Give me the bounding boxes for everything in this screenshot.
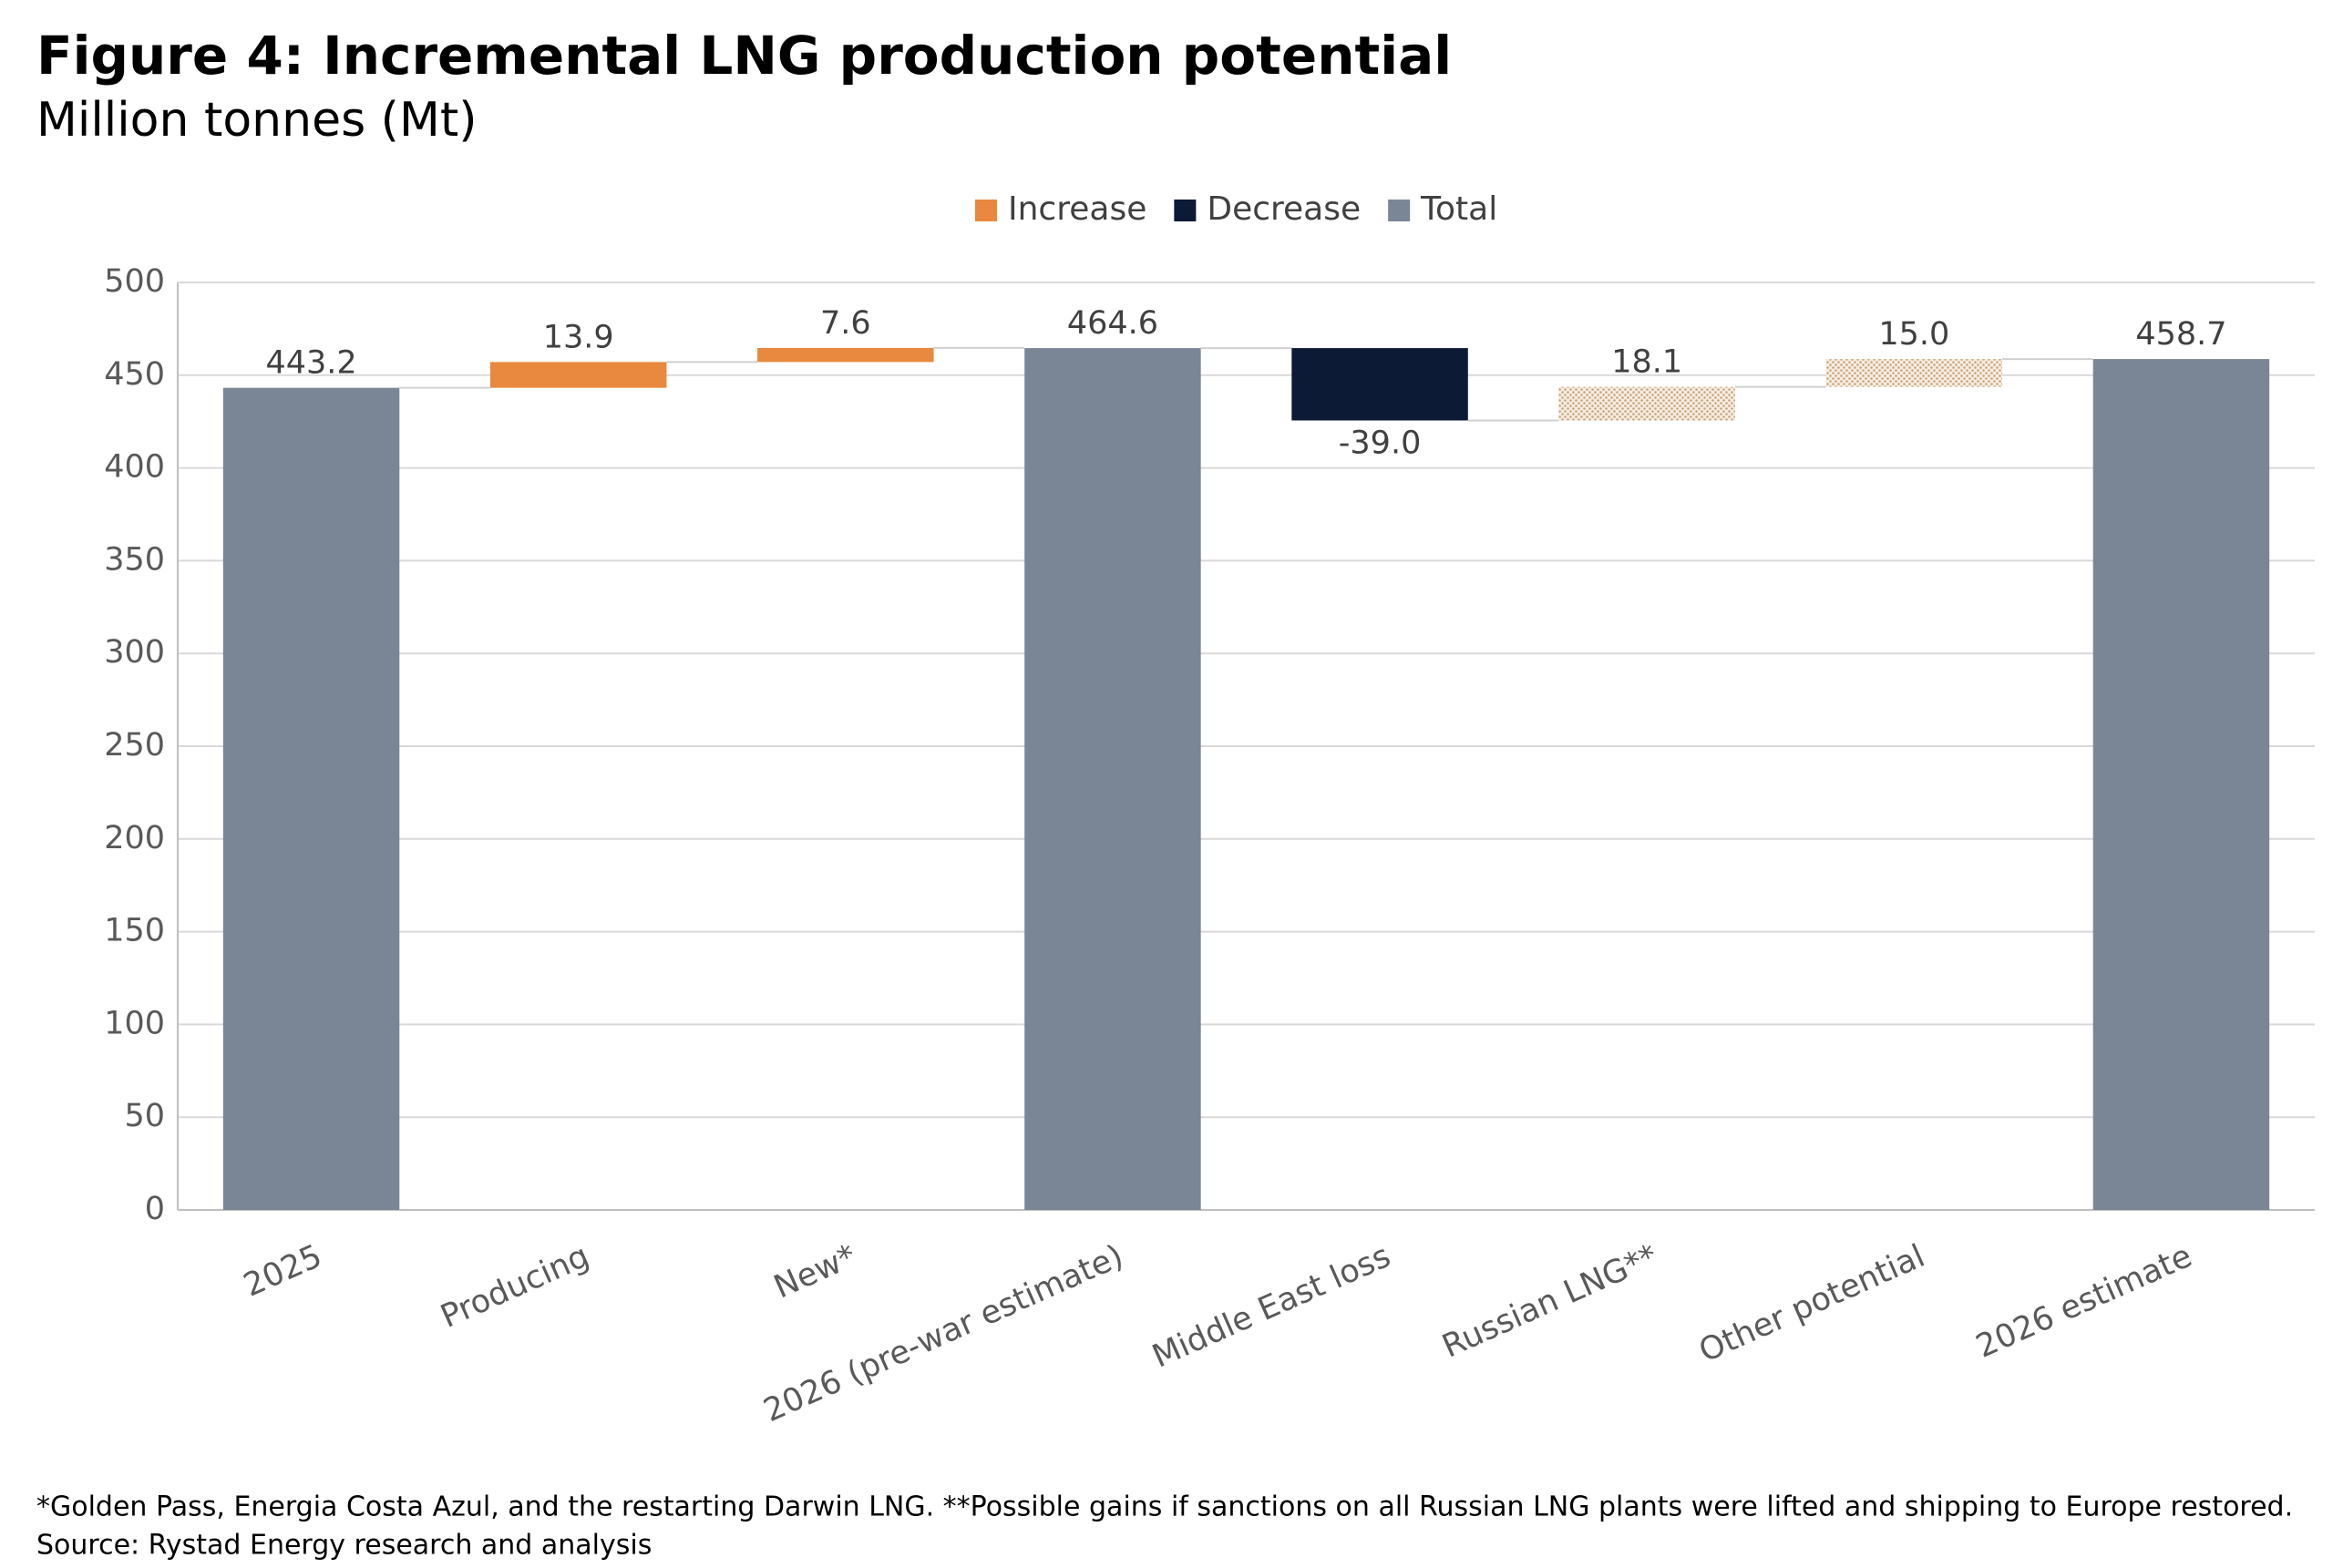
footnote: *Golden Pass, Energia Costa Azul, and th…	[36, 1491, 2293, 1523]
x-tick-label: New*	[769, 1238, 862, 1307]
chart-title: Figure 4: Incremental LNG production pot…	[36, 25, 1452, 87]
bar	[1558, 386, 1735, 421]
bar	[222, 387, 400, 1211]
x-tick-label: Russian LNG**	[1437, 1238, 1663, 1366]
x-tick-label: Other potential	[1694, 1238, 1930, 1370]
value-label: 18.1	[1611, 344, 1682, 381]
y-tick-label: 300	[104, 634, 165, 671]
bar	[1291, 348, 1468, 421]
y-tick-label: 500	[104, 263, 165, 300]
y-tick-label: 200	[104, 820, 165, 856]
y-tick-label: 400	[104, 449, 165, 486]
value-label: 15.0	[1878, 316, 1949, 353]
value-label: -39.0	[1339, 425, 1422, 461]
bar	[1024, 348, 1201, 1210]
source: Source: Rystad Energy research and analy…	[36, 1530, 652, 1562]
y-tick-label: 250	[104, 727, 165, 764]
legend-label: Total	[1420, 190, 1497, 228]
legend-label: Decrease	[1207, 190, 1361, 228]
y-tick-label: 350	[104, 541, 165, 578]
x-tick-label: Middle East loss	[1147, 1238, 1396, 1376]
y-tick-label: 100	[104, 1005, 165, 1041]
y-tick-label: 150	[104, 913, 165, 949]
value-label: 13.9	[543, 319, 614, 355]
y-tick-label: 0	[145, 1191, 165, 1227]
bar	[489, 362, 667, 388]
legend-label: Increase	[1008, 190, 1146, 228]
value-label: 443.2	[265, 345, 356, 382]
chart-subtitle: Million tonnes (Mt)	[36, 93, 478, 148]
bar	[1825, 359, 2003, 387]
bar	[2092, 359, 2270, 1210]
value-label: 7.6	[820, 305, 871, 342]
legend-swatch	[1174, 200, 1197, 221]
y-tick-label: 50	[124, 1098, 165, 1134]
bar	[757, 347, 934, 363]
legend-swatch	[975, 200, 997, 221]
value-label: 464.6	[1067, 305, 1158, 342]
x-tick-label: 2025	[239, 1238, 328, 1305]
legend-swatch	[1388, 200, 1411, 221]
x-tick-label: 2026 estimate	[1971, 1238, 2198, 1366]
y-tick-label: 450	[104, 356, 165, 393]
value-label: 458.7	[2135, 316, 2226, 353]
x-tick-label: Producing	[436, 1238, 595, 1336]
